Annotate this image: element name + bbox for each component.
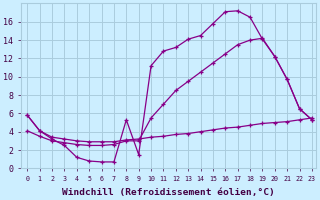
- X-axis label: Windchill (Refroidissement éolien,°C): Windchill (Refroidissement éolien,°C): [62, 188, 275, 197]
